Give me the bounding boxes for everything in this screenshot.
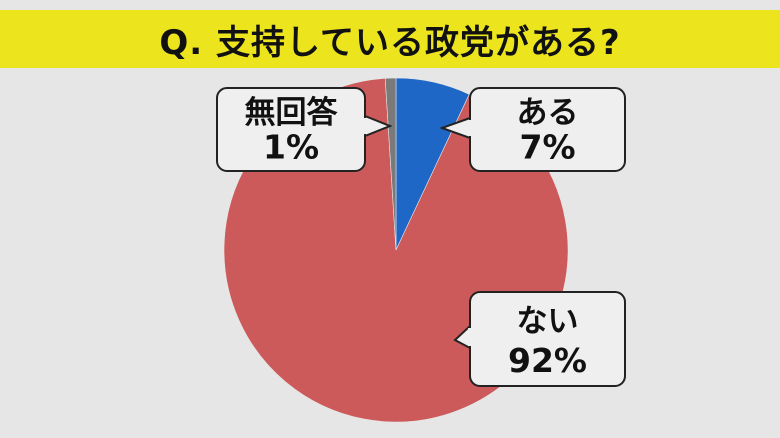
slice-percent: 7% (519, 128, 575, 167)
slice-label: ある (517, 95, 579, 131)
slice-percent: 1% (263, 128, 319, 167)
slice-label: 無回答 (245, 95, 339, 131)
slice-percent: 92% (508, 341, 587, 380)
chart-title: Q. 支持している政党がある? (159, 22, 621, 63)
pie-slice-2 (384, 77, 397, 251)
callout-0: ある7% (439, 87, 626, 172)
title-bar: Q. 支持している政党がある? (0, 10, 780, 68)
slice-label: ない (517, 303, 579, 339)
